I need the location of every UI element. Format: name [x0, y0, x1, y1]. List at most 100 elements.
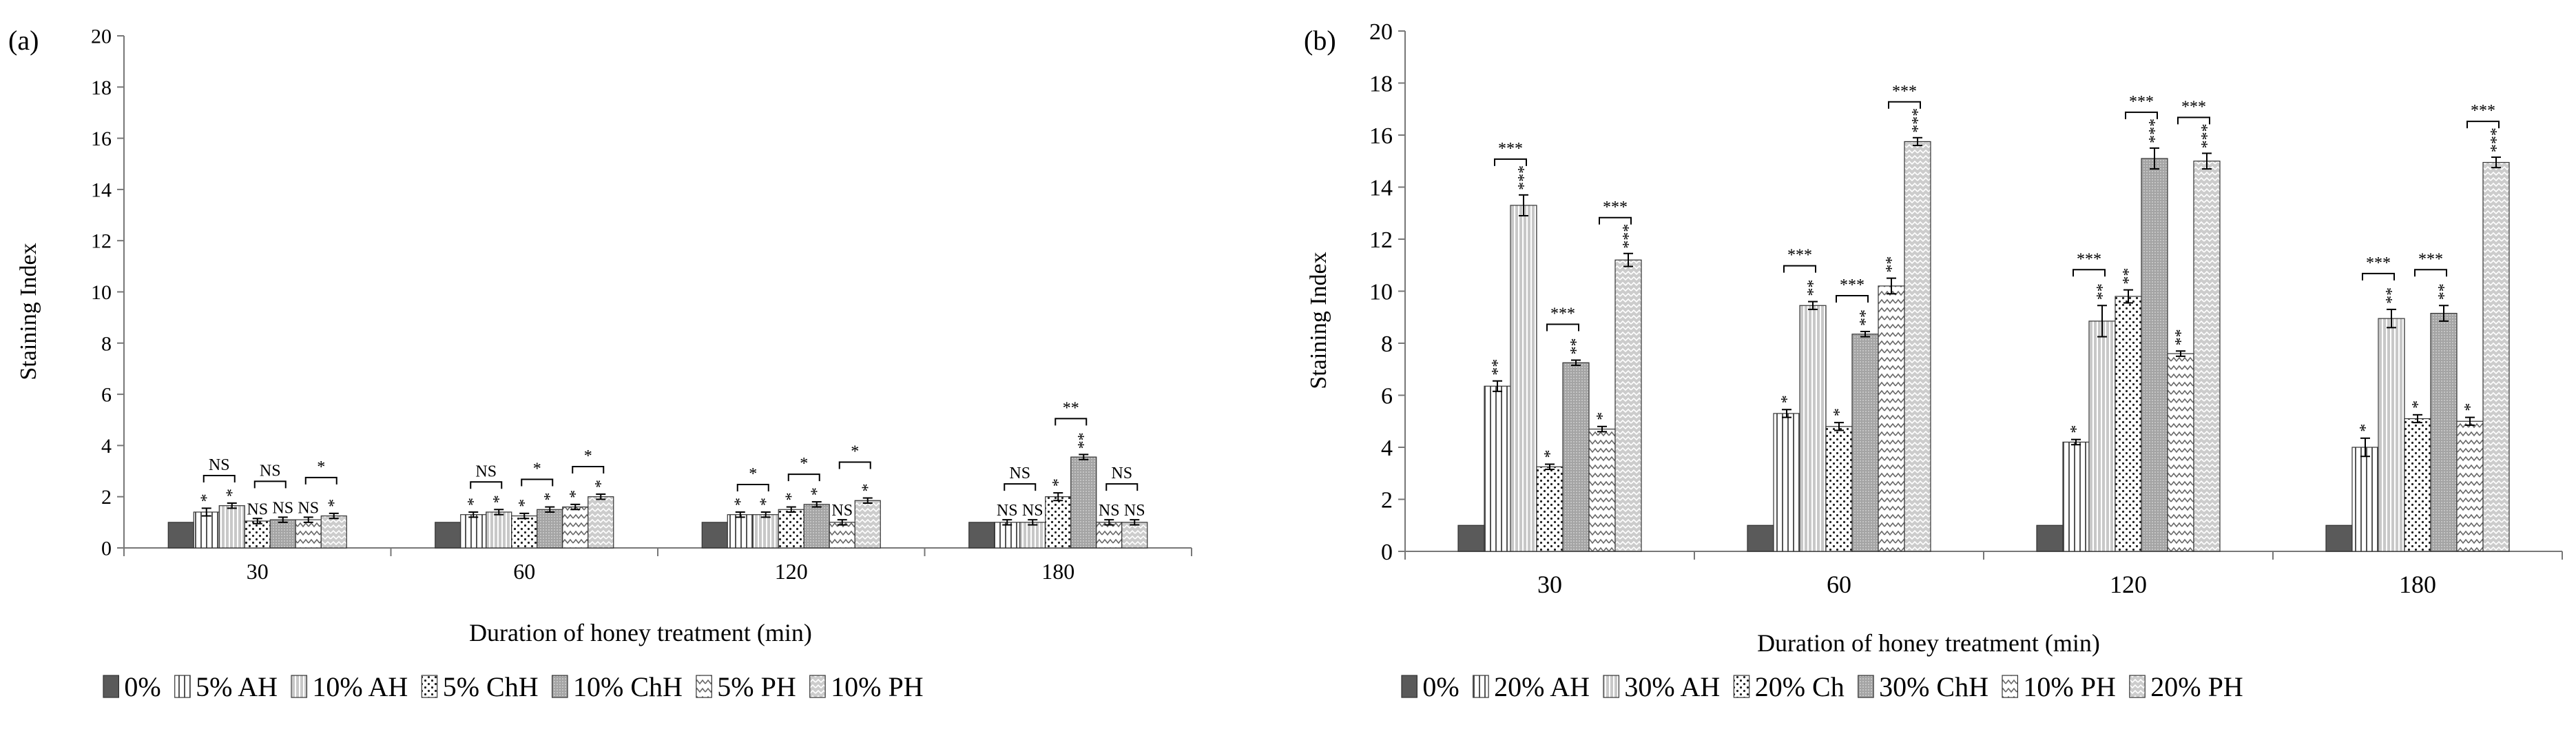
x-tick-label: 60 — [513, 559, 535, 584]
y-tick-label: 14 — [1369, 175, 1393, 201]
legend-label: 5% AH — [196, 671, 278, 702]
significance-bracket — [1494, 158, 1527, 166]
bar — [1070, 456, 1097, 549]
significance-label: * — [516, 499, 534, 507]
bar — [1121, 522, 1148, 549]
significance-label: * — [198, 493, 216, 502]
panel-a-legend: 0% 5% AH 10% AH 5% ChH 10% ChH 5% PH 10% PH — [103, 671, 924, 702]
significance-bracket — [1783, 265, 1816, 273]
bar — [218, 505, 245, 549]
bar — [1747, 524, 1774, 552]
bar — [2325, 524, 2353, 552]
legend-label: 30% AH — [1624, 671, 1720, 702]
significance-bracket — [470, 481, 503, 489]
bar — [2404, 418, 2431, 552]
significance-bracket — [1105, 483, 1139, 491]
significance-label: *** — [2488, 128, 2506, 152]
y-tick-label: 2 — [1381, 487, 1393, 513]
significance-label: * — [1831, 408, 1849, 416]
significance-label: *** — [1909, 108, 1927, 133]
legend-swatch — [1858, 675, 1874, 698]
panel-a-label: (a) — [8, 25, 39, 56]
bar — [2351, 447, 2379, 552]
legend-swatch — [696, 675, 712, 698]
y-tick-label: 8 — [101, 332, 112, 355]
bar — [1825, 426, 1853, 552]
y-tick-label: 14 — [91, 179, 112, 201]
panel-a-y-axis-title: Staining Index — [16, 243, 41, 380]
bar — [1536, 466, 1564, 552]
bracket-label: * — [584, 447, 592, 465]
bracket-label: *** — [1840, 276, 1865, 294]
bar — [727, 514, 754, 549]
significance-label: ** — [1883, 256, 1901, 273]
significance-label: * — [541, 493, 559, 501]
legend-swatch — [551, 675, 568, 698]
bar — [1457, 524, 1485, 552]
bracket-label: NS — [475, 462, 497, 480]
significance-label: ** — [2383, 287, 2401, 304]
bar — [2115, 296, 2142, 552]
y-tick-label: 2 — [101, 486, 112, 509]
significance-bracket — [1004, 483, 1037, 491]
significance-bracket — [2362, 272, 2395, 281]
legend-swatch — [2129, 675, 2146, 698]
x-tick-label: 180 — [1041, 559, 1074, 584]
bracket-label: * — [800, 455, 808, 473]
significance-bracket — [1836, 295, 1869, 303]
significance-label: * — [326, 499, 344, 507]
bracket-label: *** — [2366, 254, 2391, 272]
significance-label: NS — [298, 499, 319, 517]
y-tick-label: 0 — [1381, 540, 1393, 565]
bar — [1096, 522, 1123, 549]
bracket-label: *** — [2077, 250, 2101, 268]
bar — [588, 496, 614, 549]
bar — [1614, 259, 1642, 552]
x-tick-label: 120 — [2110, 571, 2147, 598]
significance-bracket — [253, 480, 287, 489]
bar — [193, 511, 220, 549]
significance-label: NS — [1124, 502, 1145, 520]
significance-label: ** — [2120, 268, 2138, 285]
x-tick-label: 30 — [247, 559, 269, 584]
significance-label: *** — [1515, 165, 1533, 190]
legend-label: 30% ChH — [1879, 671, 1988, 702]
significance-label: ** — [1075, 432, 1093, 449]
significance-label: * — [783, 493, 801, 501]
significance-label: NS — [247, 500, 268, 518]
significance-bracket — [1546, 323, 1579, 332]
significance-label: * — [758, 498, 776, 506]
significance-bracket — [2466, 121, 2500, 129]
bracket-label: *** — [1787, 247, 1812, 265]
bar — [2193, 161, 2221, 552]
significance-bracket — [787, 473, 820, 482]
legend-swatch — [1401, 675, 1417, 698]
significance-label: * — [809, 487, 827, 496]
legend-label: 10% PH — [2023, 671, 2115, 702]
bar — [537, 509, 563, 549]
significance-label: * — [1541, 450, 1559, 458]
bar — [803, 504, 830, 549]
legend-swatch — [291, 675, 308, 698]
significance-label: * — [732, 498, 750, 506]
significance-bracket — [2125, 111, 2158, 119]
bracket-label: * — [749, 465, 757, 483]
significance-bracket — [1599, 216, 1632, 225]
significance-label: ** — [2435, 283, 2453, 300]
bar — [1799, 305, 1827, 552]
significance-label: * — [1050, 478, 1068, 487]
significance-label: ** — [1568, 338, 1586, 355]
bracket-label: NS — [1009, 465, 1030, 482]
bar — [752, 514, 779, 549]
legend-label: 5% PH — [717, 671, 796, 702]
legend-swatch — [1733, 675, 1750, 698]
bar — [1484, 385, 1511, 552]
significance-label: *** — [2146, 119, 2164, 143]
bar — [1045, 496, 1072, 549]
y-tick-label: 16 — [91, 128, 112, 150]
bar — [2036, 524, 2064, 552]
significance-label: NS — [1099, 502, 1120, 520]
legend-swatch — [1603, 675, 1620, 698]
y-tick-label: 16 — [1369, 123, 1393, 149]
significance-bracket — [521, 478, 554, 487]
